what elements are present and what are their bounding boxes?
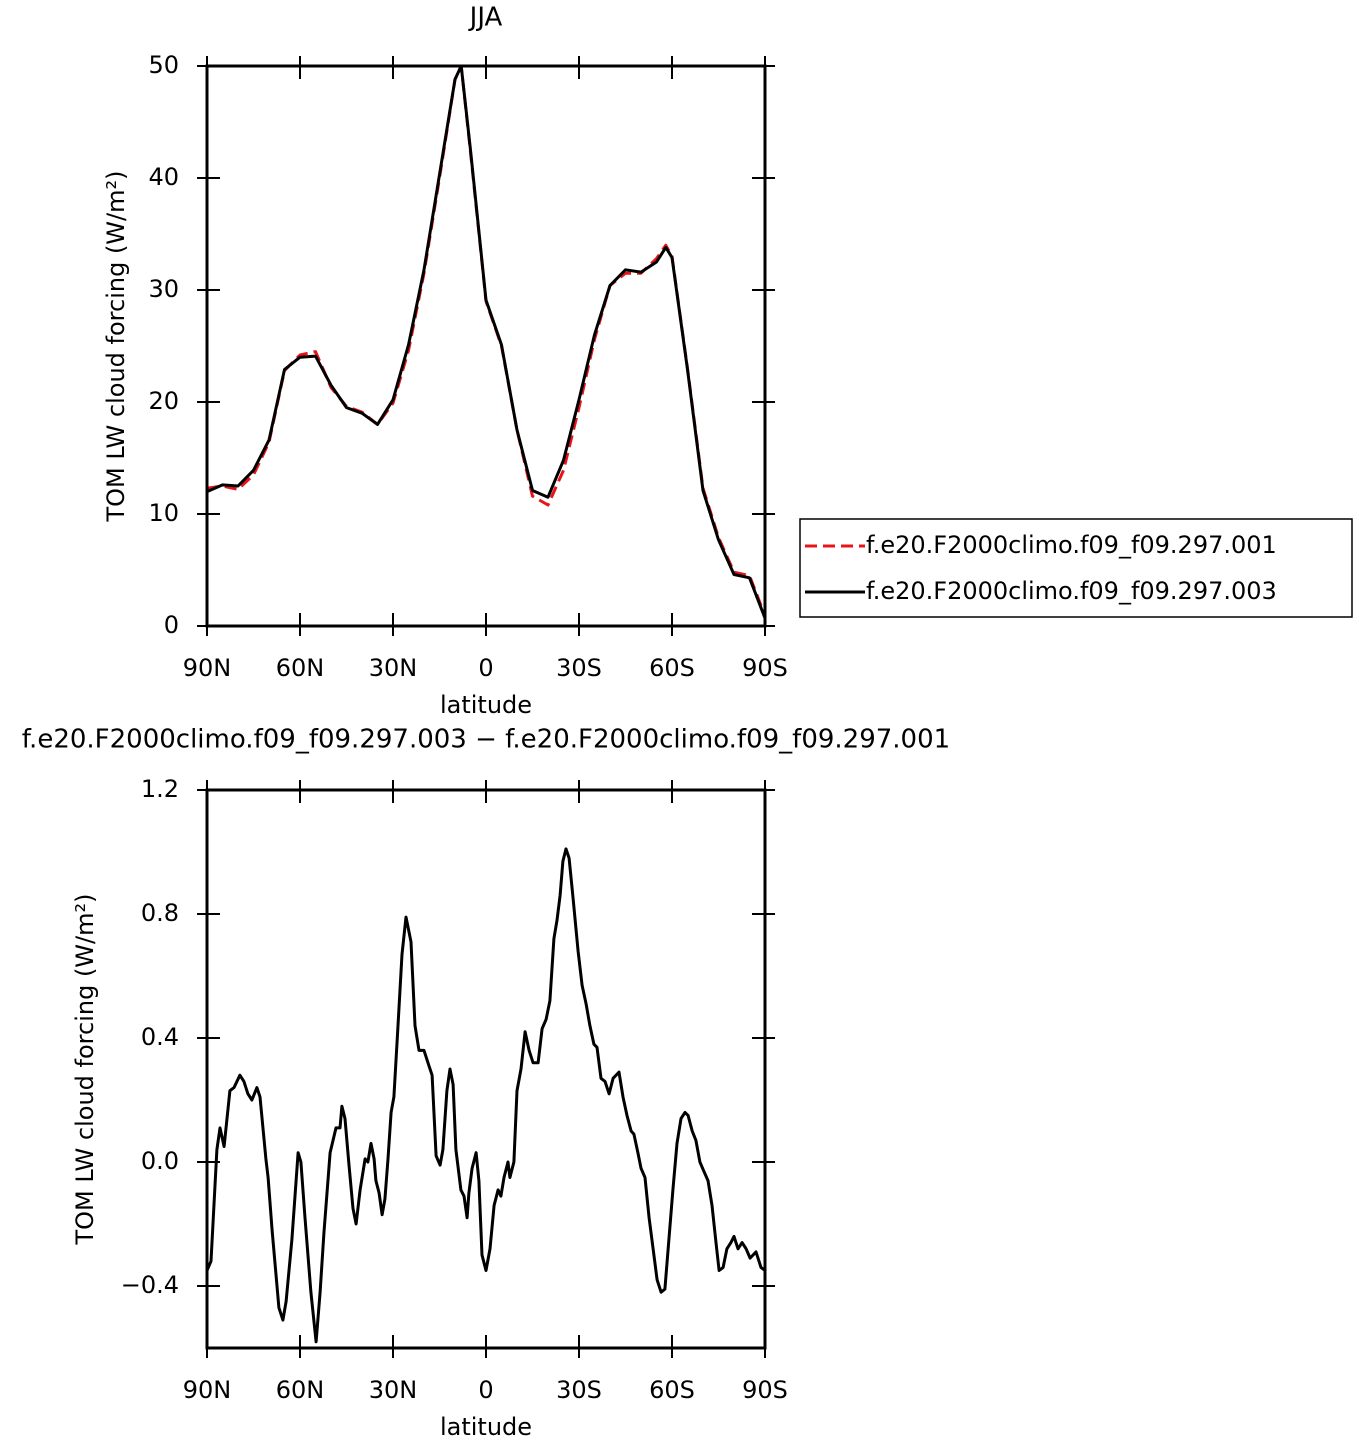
legend-box [799, 518, 1353, 618]
y-axis-label: TOM LW cloud forcing (W/m²) [102, 171, 130, 523]
x-tick-label: 90S [742, 654, 788, 682]
x-tick-label: 90N [183, 1376, 232, 1404]
plot-frame [205, 64, 767, 628]
x-axis-label: latitude [440, 1413, 532, 1441]
legend-label: f.e20.F2000climo.f09_f09.297.001 [866, 531, 1277, 559]
y-tick-label: 0.4 [141, 1023, 179, 1051]
x-tick-label: 60S [649, 654, 695, 682]
x-tick-label: 60N [276, 654, 325, 682]
y-tick-label: 30 [148, 275, 179, 303]
y-tick-label: 0.0 [141, 1147, 179, 1175]
x-tick-label: 30S [556, 1376, 602, 1404]
plot-frame [205, 788, 767, 1350]
x-tick-label: 30N [369, 654, 418, 682]
x-tick-label: 90S [742, 1376, 788, 1404]
y-tick-label: −0.4 [121, 1271, 179, 1299]
y-tick-label: 10 [148, 499, 179, 527]
chart-title: JJA [468, 3, 503, 33]
legend-label: f.e20.F2000climo.f09_f09.297.003 [866, 577, 1277, 605]
data-line [206, 64, 767, 619]
y-tick-label: 1.2 [141, 775, 179, 803]
y-tick-label: 50 [148, 51, 179, 79]
x-tick-label: 30N [369, 1376, 418, 1404]
data-line [205, 847, 766, 1344]
y-tick-label: 40 [148, 163, 179, 191]
x-tick-label: 0 [478, 654, 493, 682]
data-line [206, 64, 767, 617]
y-tick-label: 0.8 [141, 899, 179, 927]
x-tick-label: 0 [478, 1376, 493, 1404]
y-tick-label: 0 [164, 611, 179, 639]
chart-title: f.e20.F2000climo.f09_f09.297.003 − f.e20… [22, 725, 950, 755]
x-tick-label: 30S [556, 654, 602, 682]
x-axis-label: latitude [440, 691, 532, 719]
y-tick-label: 20 [148, 387, 179, 415]
x-tick-label: 60S [649, 1376, 695, 1404]
x-tick-label: 90N [183, 654, 232, 682]
y-axis-label: TOM LW cloud forcing (W/m²) [71, 894, 99, 1246]
x-tick-label: 60N [276, 1376, 325, 1404]
